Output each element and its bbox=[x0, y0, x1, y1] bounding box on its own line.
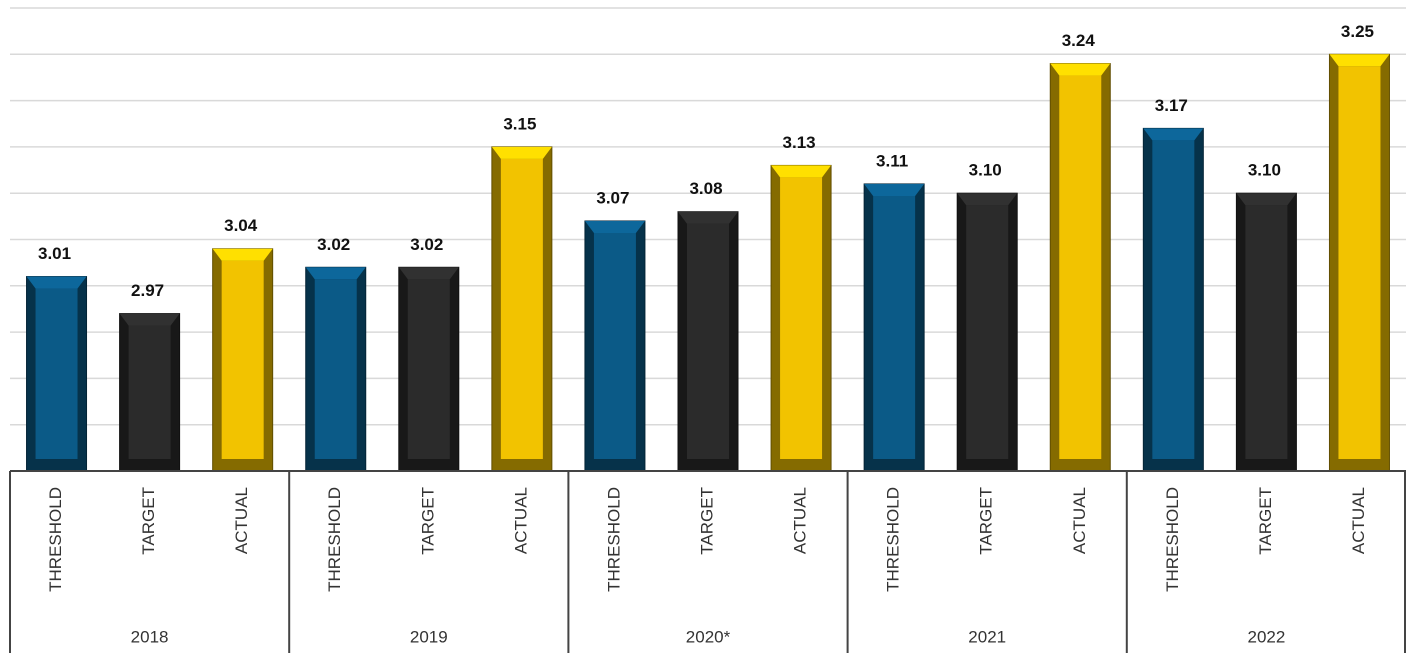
value-label: 3.10 bbox=[1248, 161, 1281, 180]
bar-bevel bbox=[678, 211, 738, 224]
bar-bevel bbox=[119, 313, 180, 326]
value-label: 2.97 bbox=[131, 281, 164, 300]
bar-face bbox=[128, 325, 171, 459]
x-tick-label: THRESHOLD bbox=[884, 487, 903, 592]
bar-bevel bbox=[957, 193, 1018, 206]
bar-bevel bbox=[1050, 63, 1111, 76]
x-group-label: 2019 bbox=[410, 627, 448, 646]
value-label: 3.02 bbox=[410, 235, 443, 254]
bar-bevel bbox=[305, 267, 366, 280]
bar-bevel bbox=[491, 146, 552, 159]
bar-face bbox=[780, 177, 823, 460]
bar-face bbox=[500, 158, 543, 459]
x-tick-label: TARGET bbox=[1256, 487, 1275, 555]
value-label: 3.10 bbox=[969, 161, 1002, 180]
x-tick-label: THRESHOLD bbox=[46, 487, 65, 592]
bar-face bbox=[687, 223, 729, 459]
value-label: 3.17 bbox=[1155, 96, 1188, 115]
x-group-label: 2018 bbox=[131, 627, 169, 646]
bar-bevel bbox=[864, 183, 925, 196]
x-group-label: 2020* bbox=[686, 627, 731, 646]
value-label: 3.24 bbox=[1062, 31, 1096, 50]
x-tick-label: THRESHOLD bbox=[604, 487, 623, 592]
bar-face bbox=[35, 288, 78, 459]
x-group-label: 2022 bbox=[1247, 627, 1285, 646]
x-tick-label: ACTUAL bbox=[511, 487, 530, 554]
x-tick-label: TARGET bbox=[697, 487, 716, 555]
x-tick-label: THRESHOLD bbox=[1163, 487, 1182, 592]
bar-bevel bbox=[771, 165, 832, 178]
bar-face bbox=[1338, 66, 1381, 460]
bar-face bbox=[221, 260, 264, 459]
bar-face bbox=[407, 279, 450, 459]
bar-face bbox=[1059, 75, 1102, 459]
bar-bevel bbox=[398, 267, 459, 280]
value-label: 3.15 bbox=[503, 114, 536, 133]
value-label: 3.04 bbox=[224, 216, 258, 235]
x-tick-label: ACTUAL bbox=[1349, 487, 1368, 554]
value-label: 3.11 bbox=[876, 151, 908, 170]
bar-bevel bbox=[1143, 128, 1204, 141]
bar-bevel bbox=[584, 220, 645, 233]
x-tick-label: THRESHOLD bbox=[325, 487, 344, 592]
bar-face bbox=[1152, 140, 1195, 459]
value-label: 3.01 bbox=[38, 244, 71, 263]
value-label: 3.07 bbox=[596, 188, 629, 207]
x-tick-label: TARGET bbox=[977, 487, 996, 555]
bar-bevel bbox=[212, 248, 273, 261]
bar-bevel bbox=[1236, 193, 1297, 206]
bar-face bbox=[966, 205, 1009, 459]
x-tick-label: ACTUAL bbox=[791, 487, 810, 554]
bar-face bbox=[873, 195, 916, 459]
value-label: 3.13 bbox=[783, 133, 816, 152]
bar-bevel bbox=[1329, 54, 1390, 67]
bar-face bbox=[593, 232, 636, 459]
value-label: 3.08 bbox=[689, 179, 722, 198]
bar-face bbox=[314, 279, 357, 459]
value-label: 3.02 bbox=[317, 235, 350, 254]
bar-face bbox=[1245, 205, 1288, 459]
x-group-label: 2021 bbox=[968, 627, 1006, 646]
x-tick-label: ACTUAL bbox=[1070, 487, 1089, 554]
x-tick-label: TARGET bbox=[139, 487, 158, 555]
x-tick-label: TARGET bbox=[418, 487, 437, 555]
bar-bevel bbox=[26, 276, 87, 289]
x-tick-label: ACTUAL bbox=[232, 487, 251, 554]
value-label: 3.25 bbox=[1341, 22, 1374, 41]
